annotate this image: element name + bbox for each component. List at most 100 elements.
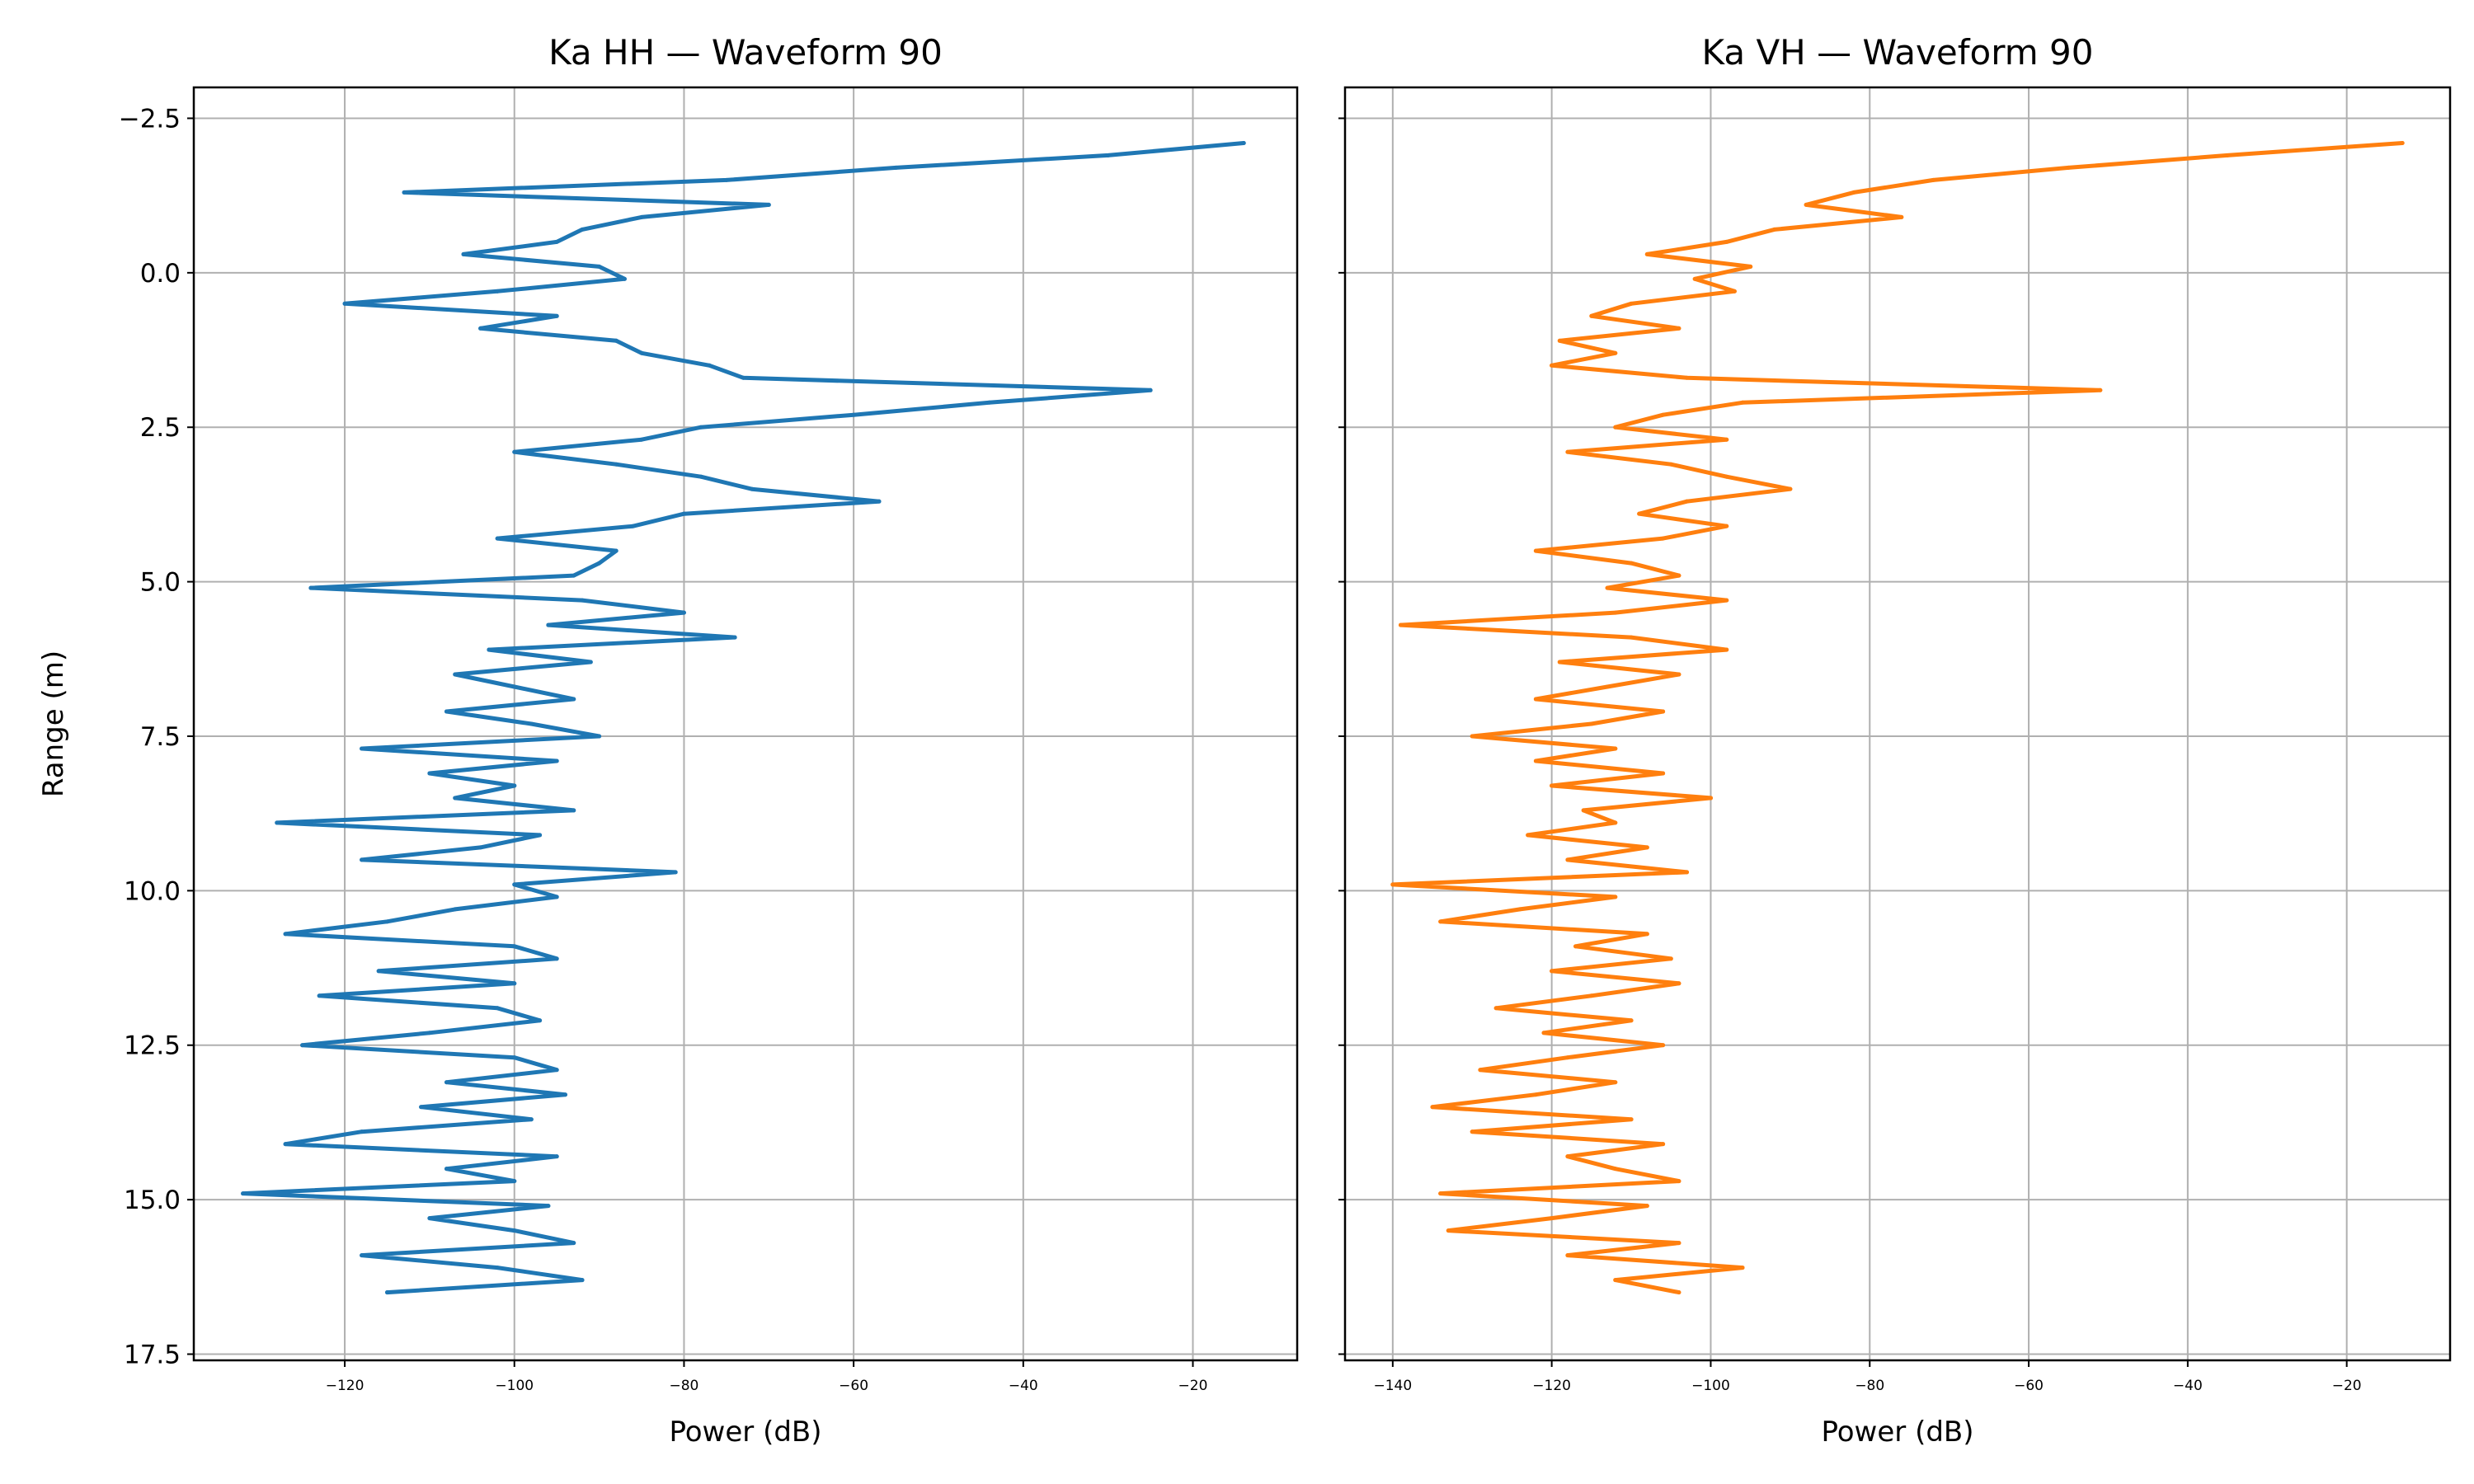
- data-point: [512, 944, 517, 949]
- data-point: [1148, 387, 1153, 392]
- data-point: [1677, 672, 1681, 677]
- y-tick-label: 7.5: [140, 722, 181, 752]
- data-point: [1470, 734, 1475, 739]
- data-point: [1661, 771, 1666, 776]
- data-point: [1724, 647, 1729, 652]
- x-tick-label: −60: [2014, 1378, 2044, 1394]
- x-tick-label: −20: [2332, 1378, 2362, 1394]
- data-point: [453, 796, 458, 801]
- data-point: [1565, 1055, 1570, 1060]
- data-point: [1629, 635, 1634, 640]
- data-point: [1533, 548, 1538, 553]
- data-point: [1573, 944, 1578, 949]
- data-point: [2225, 153, 2230, 157]
- data-point: [597, 734, 602, 739]
- data-point: [1629, 1018, 1634, 1023]
- data-point: [554, 1154, 559, 1159]
- data-point: [1526, 833, 1531, 838]
- data-point: [300, 1043, 305, 1048]
- data-point: [1493, 1006, 1498, 1011]
- data-point: [1644, 1204, 1649, 1209]
- y-tick-label: 5.0: [140, 568, 181, 598]
- data-point: [741, 375, 745, 380]
- series-line: [1390, 141, 2405, 1295]
- data-point: [512, 1179, 517, 1184]
- data-point: [487, 647, 492, 652]
- data-point: [1613, 820, 1618, 825]
- data-point: [1478, 1068, 1483, 1073]
- data-point: [360, 1253, 365, 1258]
- data-point: [512, 1228, 517, 1233]
- data-point: [495, 536, 500, 541]
- chart-title: Ka HH — Waveform 90: [548, 32, 943, 73]
- data-point: [1677, 1241, 1681, 1246]
- data-point: [1661, 1043, 1666, 1048]
- data-point: [1724, 474, 1729, 479]
- y-tick-label: −2.5: [119, 104, 181, 134]
- data-point: [478, 845, 483, 850]
- data-point: [1732, 289, 1737, 294]
- data-point: [707, 363, 712, 368]
- data-point: [673, 870, 678, 875]
- data-point: [1613, 610, 1618, 615]
- data-point: [241, 1191, 246, 1196]
- data-point: [1613, 350, 1618, 355]
- data-point: [1589, 313, 1594, 318]
- data-point: [1533, 697, 1538, 702]
- data-point: [554, 758, 559, 763]
- data-point: [1661, 412, 1666, 417]
- data-point: [529, 721, 534, 726]
- data-point: [376, 969, 381, 974]
- data-point: [698, 425, 703, 430]
- data-point: [1677, 1179, 1681, 1184]
- data-point: [639, 437, 644, 442]
- data-point: [1613, 895, 1618, 899]
- data-point: [1804, 202, 1808, 207]
- data-point: [562, 1092, 567, 1097]
- x-tick-label: −20: [1178, 1378, 1208, 1394]
- data-point: [1629, 561, 1634, 566]
- data-point: [1550, 783, 1554, 788]
- data-point: [1613, 1278, 1618, 1283]
- data-point: [2098, 387, 2103, 392]
- data-point: [1390, 882, 1395, 887]
- axes-frame: [1343, 86, 2452, 1362]
- data-point: [1668, 956, 1673, 961]
- x-axis-label: Power (dB): [669, 1416, 821, 1449]
- data-point: [1788, 486, 1793, 491]
- series-line: [241, 141, 1246, 1295]
- data-point: [1724, 437, 1729, 442]
- data-point: [766, 202, 771, 207]
- x-tick-label: −100: [1691, 1378, 1730, 1394]
- data-point: [1550, 1216, 1554, 1221]
- x-tick-label: −120: [1532, 1378, 1571, 1394]
- data-point: [554, 239, 559, 244]
- data-point: [419, 1105, 424, 1110]
- data-point: [308, 585, 313, 590]
- data-point: [1106, 153, 1111, 157]
- data-point: [1644, 845, 1649, 850]
- data-point: [1430, 1105, 1435, 1110]
- data-point: [427, 1216, 432, 1221]
- data-point: [851, 412, 856, 417]
- data-point: [495, 1006, 500, 1011]
- data-point: [580, 1278, 585, 1283]
- data-point: [1241, 140, 1246, 145]
- data-point: [1557, 660, 1562, 665]
- data-point: [275, 820, 280, 825]
- data-point: [987, 400, 992, 405]
- data-point: [1541, 1031, 1546, 1036]
- data-point: [512, 684, 517, 689]
- data-point: [1565, 1253, 1570, 1258]
- data-point: [1724, 598, 1729, 603]
- data-point: [1613, 1167, 1618, 1172]
- data-point: [554, 313, 559, 318]
- data-point: [1661, 1142, 1666, 1147]
- data-point: [614, 338, 618, 343]
- data-point: [360, 1129, 365, 1134]
- data-point: [495, 289, 500, 294]
- x-tick-label: −40: [1009, 1378, 1038, 1394]
- data-point: [1931, 177, 1935, 182]
- data-point: [546, 622, 551, 627]
